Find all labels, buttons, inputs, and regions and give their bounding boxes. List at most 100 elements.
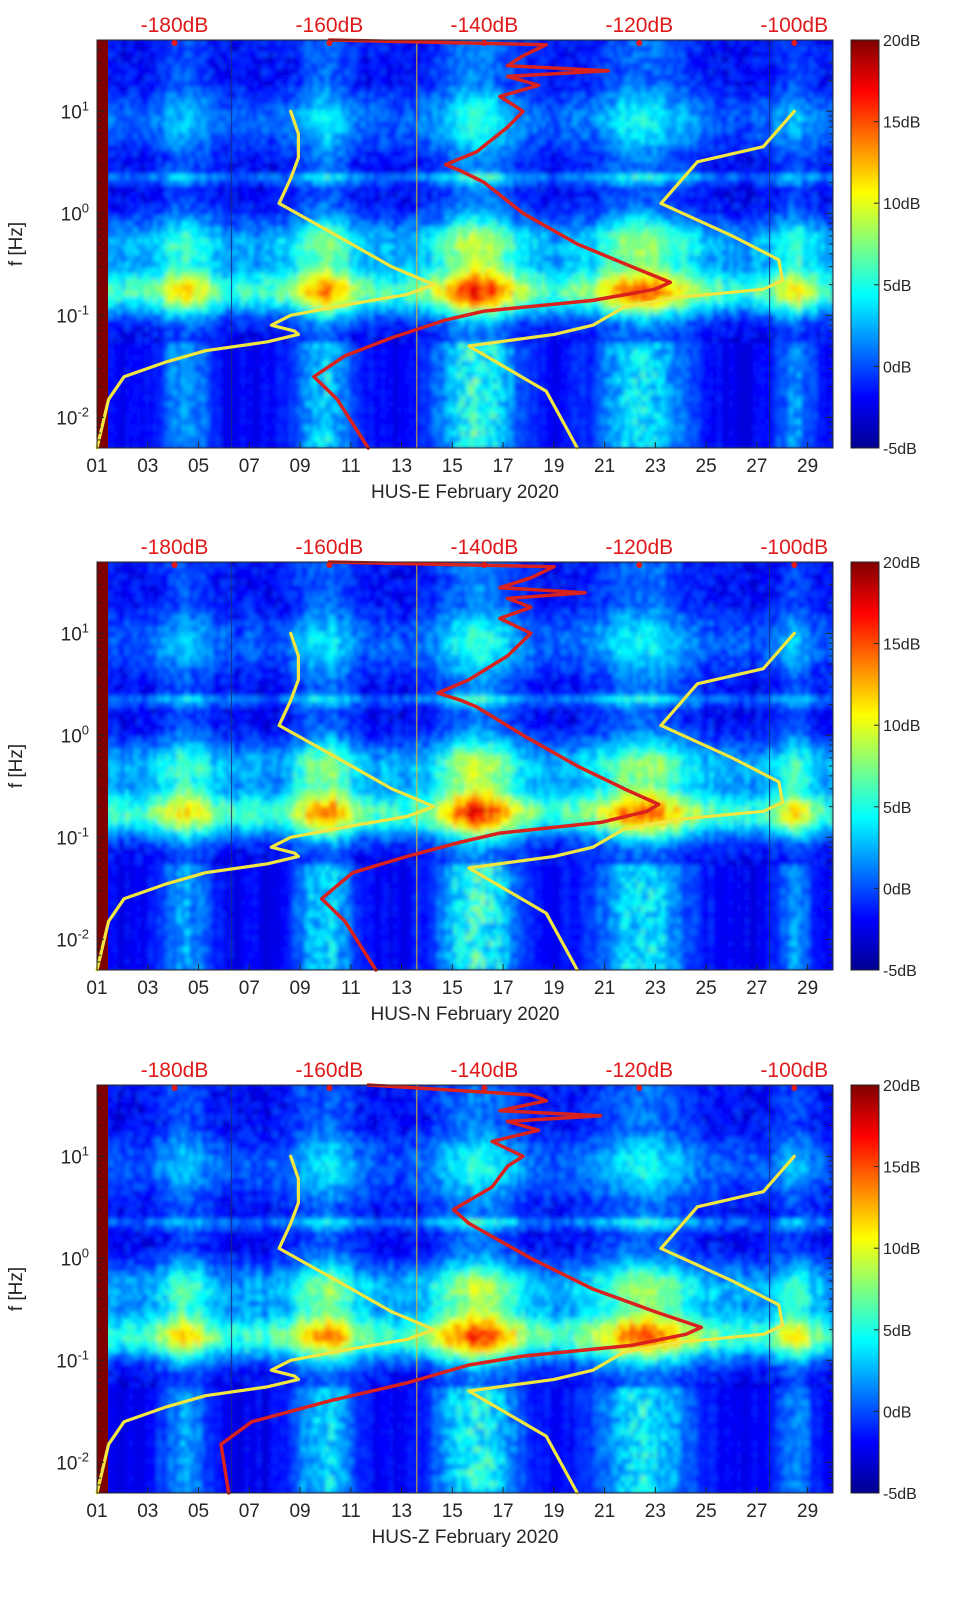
- top-db-label: -180dB: [141, 14, 209, 37]
- x-tick-label: 29: [797, 456, 818, 477]
- colorbar-label: 15dB: [883, 1160, 920, 1177]
- x-tick-label: 15: [442, 456, 463, 477]
- top-db-label: -180dB: [141, 536, 209, 559]
- top-db-marker: [171, 562, 178, 568]
- x-tick-label: 17: [492, 1501, 513, 1522]
- top-db-marker: [791, 1085, 798, 1091]
- x-tick-label: 19: [543, 1501, 564, 1522]
- colorbar: [850, 1084, 880, 1494]
- top-db-marker: [326, 1085, 333, 1091]
- y-axis-label: f [Hz]: [6, 1267, 27, 1311]
- curve-yellow-model-high: [659, 109, 796, 205]
- curve-yellow-model-high-lower: [467, 723, 785, 972]
- first-day-column: [97, 40, 108, 448]
- top-db-marker: [481, 40, 488, 46]
- x-tick-label: 15: [442, 978, 463, 999]
- x-axis-label: HUS-E February 2020: [371, 482, 559, 503]
- curve-yellow-model-low: [95, 631, 436, 972]
- top-db-label: -160dB: [296, 14, 364, 37]
- top-db-marker: [326, 40, 333, 46]
- top-db-marker: [171, 1085, 178, 1091]
- top-db-label: -120dB: [605, 14, 673, 37]
- y-tick-label: 10-1: [56, 824, 89, 849]
- x-axis-label: HUS-N February 2020: [370, 1004, 559, 1025]
- top-db-label: -100dB: [760, 14, 828, 37]
- top-db-marker: [481, 562, 488, 568]
- top-db-label: -160dB: [296, 536, 364, 559]
- x-tick-label: 29: [797, 978, 818, 999]
- x-tick-label: 01: [86, 1501, 107, 1522]
- colorbar-label: 10dB: [883, 718, 920, 735]
- top-db-label: -140dB: [451, 536, 519, 559]
- colorbar-label: 5dB: [883, 800, 911, 817]
- x-tick-label: 03: [137, 1501, 158, 1522]
- x-tick-label: 27: [746, 978, 767, 999]
- spectrogram-heatmap: [97, 562, 833, 970]
- x-tick-label: 09: [289, 1501, 310, 1522]
- curve-red-median-noise: [219, 1083, 704, 1495]
- colorbar-label: -5dB: [883, 1486, 917, 1503]
- curve-yellow-model-high: [659, 1154, 796, 1251]
- curve-yellow-model-low: [95, 109, 436, 450]
- first-day-column: [97, 562, 108, 970]
- colorbar-label: -5dB: [883, 441, 917, 458]
- colorbar: [850, 561, 880, 971]
- colorbar-label: 15dB: [883, 115, 920, 132]
- colorbar-label: 15dB: [883, 637, 920, 654]
- x-tick-label: 01: [86, 456, 107, 477]
- x-tick-label: 15: [442, 1501, 463, 1522]
- y-tick-label: 10-2: [56, 1449, 89, 1474]
- colorbar-label: 0dB: [883, 359, 911, 376]
- top-db-label: -140dB: [451, 1059, 519, 1082]
- y-tick-label: 100: [61, 722, 89, 747]
- x-tick-label: 11: [341, 456, 361, 477]
- top-db-marker: [326, 562, 333, 568]
- top-db-label: -120dB: [605, 1059, 673, 1082]
- y-tick-label: 10-2: [56, 404, 89, 429]
- y-tick-label: 10-1: [56, 302, 89, 327]
- x-tick-label: 13: [391, 978, 412, 999]
- x-tick-label: 23: [645, 456, 666, 477]
- x-tick-label: 11: [341, 1501, 361, 1522]
- y-tick-label: 101: [61, 98, 89, 123]
- y-tick-label: 10-2: [56, 926, 89, 951]
- x-tick-label: 01: [86, 978, 107, 999]
- top-db-label: -100dB: [760, 1059, 828, 1082]
- top-db-marker: [791, 562, 798, 568]
- panel-hus-n: 01 03 05 07 09 11 13 15 17 19 21 23 25 27 29 HUS-N Febr…: [6, 536, 920, 1025]
- x-tick-label: 11: [341, 978, 361, 999]
- top-db-label: -120dB: [605, 536, 673, 559]
- x-tick-label: 05: [188, 1501, 209, 1522]
- x-tick-label: 23: [645, 1501, 666, 1522]
- x-tick-label: 17: [492, 978, 513, 999]
- top-db-marker: [481, 1085, 488, 1091]
- x-tick-label: 19: [543, 978, 564, 999]
- colorbar-label: -5dB: [883, 963, 917, 980]
- top-db-label: -160dB: [296, 1059, 364, 1082]
- y-tick-label: 10-1: [56, 1347, 89, 1372]
- x-axis-label: HUS-Z February 2020: [372, 1527, 559, 1548]
- x-tick-label: 07: [239, 1501, 260, 1522]
- top-db-marker: [171, 40, 178, 46]
- top-db-marker: [791, 40, 798, 46]
- panel-hus-z: 01 03 05 07 09 11 13 15 17 19 21 23 25 27 29 HUS-Z Febr…: [6, 1059, 920, 1548]
- top-db-marker: [636, 1085, 643, 1091]
- x-tick-label: 03: [137, 456, 158, 477]
- colorbar-label: 0dB: [883, 1404, 911, 1421]
- y-axis-label: f [Hz]: [6, 744, 27, 788]
- top-db-marker: [636, 562, 643, 568]
- x-tick-label: 09: [289, 456, 310, 477]
- top-db-label: -180dB: [141, 1059, 209, 1082]
- spectrogram-heatmap: [97, 1085, 833, 1493]
- y-tick-label: 101: [61, 620, 89, 645]
- x-tick-label: 09: [289, 978, 310, 999]
- curve-yellow-model-high-lower: [467, 201, 785, 450]
- x-tick-label: 13: [391, 456, 412, 477]
- colorbar-label: 5dB: [883, 278, 911, 295]
- curve-yellow-model-high: [659, 631, 796, 728]
- y-tick-label: 101: [61, 1143, 89, 1168]
- colorbar-label: 20dB: [883, 1078, 920, 1095]
- x-tick-label: 21: [594, 978, 615, 999]
- colorbar-label: 5dB: [883, 1323, 911, 1340]
